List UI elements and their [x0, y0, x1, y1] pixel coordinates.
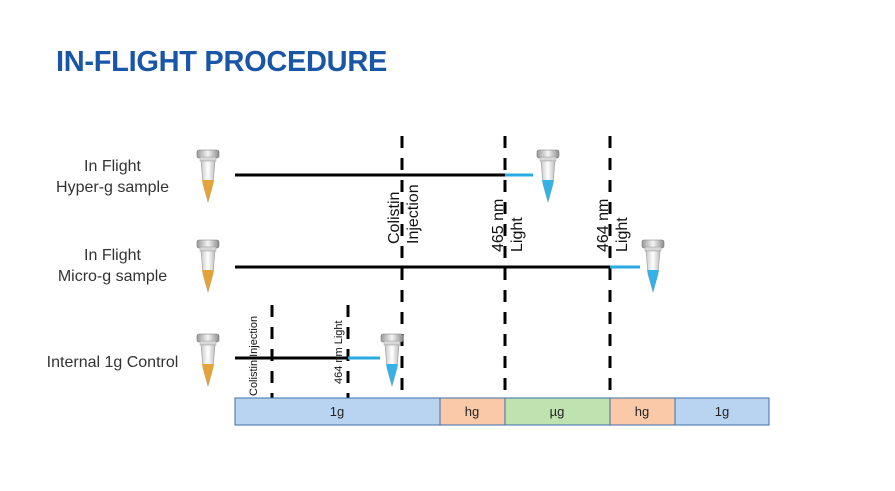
row-label-line1: In Flight [84, 158, 141, 175]
row-label-line1: In Flight [84, 247, 141, 264]
phase-hg-1 [439, 397, 506, 426]
row-label-line2: Hyper-g sample [56, 179, 169, 196]
colistin-injection-label: Colistin Injection [386, 184, 422, 244]
row-label-line2: Micro-g sample [57, 268, 168, 285]
phase-label: µg [550, 404, 565, 419]
phase-bar: 1g hg µg hg 1g [234, 397, 770, 426]
light465-label-line1: 465 nm [490, 199, 507, 252]
light464-label-line2: Light [614, 217, 631, 252]
light465-label-line2: Light [509, 217, 526, 252]
phase-label: 1g [715, 404, 729, 419]
control-light-text: 464 nm Light [333, 320, 345, 384]
tube-blue-icon [641, 239, 665, 293]
phase-micro-g [504, 397, 611, 426]
page-title: IN-FLIGHT PROCEDURE [56, 46, 388, 78]
phase-label: hg [635, 404, 649, 419]
tube-orange-icon [196, 239, 220, 293]
tube-orange-icon [196, 333, 220, 387]
phase-label: hg [465, 404, 479, 419]
tube-orange-icon [196, 149, 220, 203]
phase-1g-start [234, 397, 441, 426]
light-464-label: 464 nm Light [595, 199, 631, 252]
phase-1g-end [674, 397, 770, 426]
row-label-micro-g: In Flight Micro-g sample [30, 245, 195, 287]
phase-label: 1g [330, 404, 344, 419]
light-465-label: 465 nm Light [490, 199, 526, 252]
control-light-label: 464 nm Light [333, 320, 345, 384]
light464-label-line1: 464 nm [595, 199, 612, 252]
colistin-label-line1: Colistin [386, 192, 403, 244]
row-label-hyper-g: In Flight Hyper-g sample [30, 156, 195, 198]
tube-blue-icon [536, 149, 560, 203]
colistin-label-line2: Injection [405, 184, 422, 244]
row-label-control: Internal 1g Control [30, 352, 195, 373]
row-label-line1: Internal 1g Control [46, 354, 179, 371]
phase-hg-2 [609, 397, 676, 426]
control-colistin-text: Colistin Injection [248, 316, 260, 396]
control-colistin-label: Colistin Injection [248, 316, 260, 396]
tube-blue-icon [380, 333, 404, 387]
